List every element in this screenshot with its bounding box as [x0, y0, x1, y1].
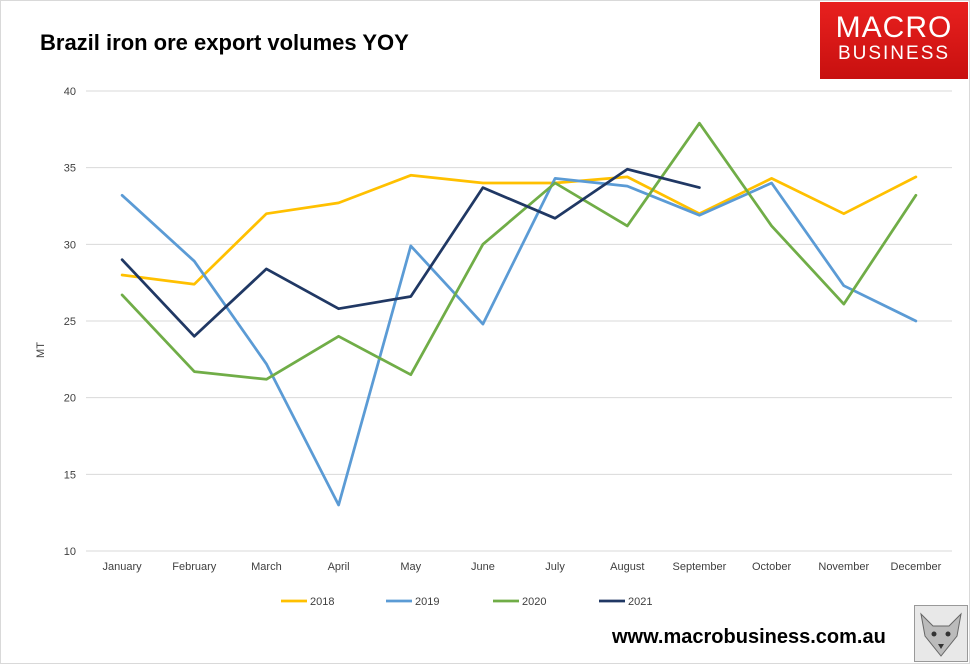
- series-line-2019: [120, 177, 918, 507]
- gridlines: [86, 90, 952, 552]
- y-axis-ticks: 10 15 20 25 30 35 40: [64, 86, 76, 558]
- x-tick-label: November: [818, 561, 869, 573]
- x-tick-label: May: [400, 561, 421, 573]
- x-tick-label: April: [328, 561, 350, 573]
- legend-label-2020: 2020: [522, 596, 546, 608]
- logo-line1: MACRO: [835, 11, 953, 44]
- y-tick-label: 15: [64, 469, 76, 481]
- series-lines: [120, 121, 918, 507]
- legend-label-2021: 2021: [628, 596, 652, 608]
- series-line-2020: [120, 121, 918, 381]
- website-link[interactable]: www.macrobusiness.com.au: [612, 626, 886, 648]
- chart-title: Brazil iron ore export volumes YOY: [40, 30, 409, 55]
- x-tick-label: July: [545, 561, 565, 573]
- y-tick-label: 20: [64, 393, 76, 405]
- x-tick-label: August: [610, 561, 644, 573]
- x-axis-ticks: January February March April May June July Augu…: [103, 561, 942, 573]
- x-tick-label: June: [471, 561, 495, 573]
- series-line-2018: [120, 173, 918, 286]
- series-line-2021: [120, 167, 701, 338]
- legend: 2018 2019 2020 2021: [281, 596, 652, 608]
- x-tick-label: March: [251, 561, 282, 573]
- y-tick-label: 25: [64, 316, 76, 328]
- legend-label-2019: 2019: [415, 596, 439, 608]
- y-tick-label: 35: [64, 163, 76, 175]
- x-tick-label: December: [891, 561, 942, 573]
- y-axis-label: MT: [35, 342, 47, 358]
- legend-label-2018: 2018: [310, 596, 334, 608]
- macro-business-logo[interactable]: MACRO BUSINESS: [820, 2, 968, 79]
- x-tick-label: October: [752, 561, 791, 573]
- y-tick-label: 30: [64, 239, 76, 251]
- x-tick-label: January: [103, 561, 143, 573]
- logo-line2: BUSINESS: [837, 43, 951, 64]
- fox-logo-icon: [914, 605, 968, 662]
- x-tick-label: September: [673, 561, 727, 573]
- x-tick-label: February: [172, 561, 217, 573]
- y-tick-label: 40: [64, 86, 76, 98]
- y-tick-label: 10: [64, 546, 76, 558]
